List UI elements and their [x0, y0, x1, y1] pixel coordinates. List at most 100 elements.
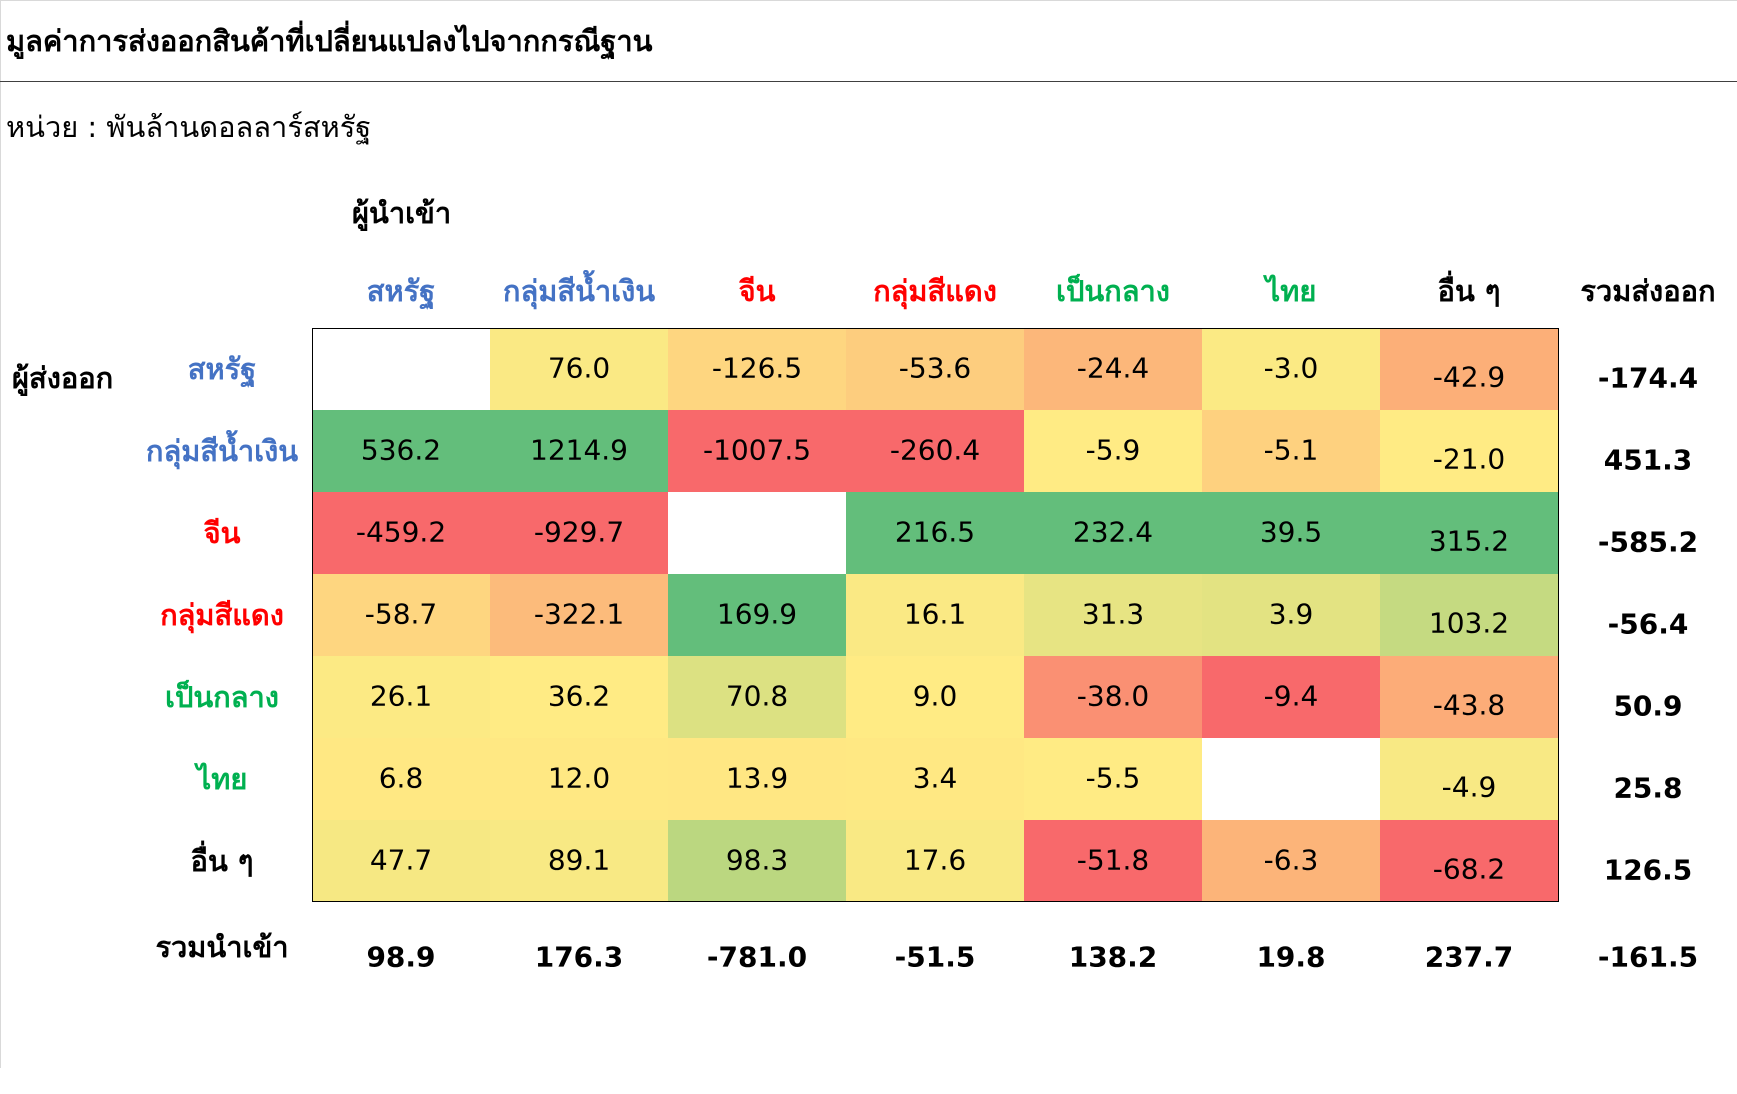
- heatmap-cell: [1024, 656, 1202, 738]
- row-header: ไทย: [196, 762, 248, 796]
- cell-value-label: -6.3: [1263, 843, 1319, 877]
- row-total-value: 126.5: [1603, 853, 1693, 887]
- cell-value-label: -4.9: [1441, 770, 1497, 804]
- cell-value-label: -24.4: [1076, 351, 1150, 385]
- cell-value-label: 536.2: [360, 433, 442, 467]
- heatmap-cell: [668, 820, 846, 902]
- heatmap-cell: [1024, 328, 1202, 410]
- heatmap-cell: [312, 738, 490, 820]
- frame-top-border: [0, 0, 1737, 1]
- heatmap-cell: [846, 492, 1024, 574]
- row-total-value: 50.9: [1613, 689, 1683, 723]
- row-header: อื่น ๆ: [190, 844, 254, 878]
- heatmap-cell: [1202, 820, 1380, 902]
- cell-value-label: -43.8: [1432, 688, 1506, 722]
- cell-value-label: 315.2: [1428, 524, 1510, 558]
- row-total-value: 451.3: [1603, 443, 1693, 477]
- column-header: จีน: [738, 274, 776, 308]
- heatmap-cell: [846, 820, 1024, 902]
- row-header: กลุ่มสีแดง: [160, 598, 284, 632]
- heatmap-cell: [1202, 328, 1380, 410]
- heatmap-cell: [312, 492, 490, 574]
- import-total-header: รวมนำเข้า: [155, 930, 289, 964]
- cell-value-label: -51.8: [1076, 843, 1150, 877]
- cell-value-label: 103.2: [1428, 606, 1510, 640]
- heatmap-cell: [846, 328, 1024, 410]
- heatmap-cell: [1024, 410, 1202, 492]
- cell-value-label: 3.4: [912, 761, 958, 795]
- cell-value-label: -5.5: [1085, 761, 1141, 795]
- title-divider: [0, 81, 1737, 82]
- row-header: กลุ่มสีน้ำเงิน: [145, 434, 299, 468]
- column-total-value: 98.9: [366, 940, 436, 974]
- heatmap-cell: [1380, 820, 1558, 902]
- column-header: ไทย: [1265, 274, 1317, 308]
- cell-value-label: -38.0: [1076, 679, 1150, 713]
- cell-value-label: 47.7: [369, 843, 433, 877]
- cell-value-label: -1007.5: [702, 433, 812, 467]
- heatmap-cell: [1024, 738, 1202, 820]
- heatmap-cell: [312, 328, 490, 410]
- heatmap-cell: [490, 820, 668, 902]
- heatmap-cell: [1380, 492, 1558, 574]
- heatmap-cell: [1380, 328, 1558, 410]
- heatmap-cell: [1380, 738, 1558, 820]
- cell-value-label: 76.0: [547, 351, 611, 385]
- row-total-value: -585.2: [1597, 525, 1699, 559]
- cell-value-label: -53.6: [898, 351, 972, 385]
- cell-value-label: -5.9: [1085, 433, 1141, 467]
- heatmap-cell: [1024, 492, 1202, 574]
- cell-value-label: 31.3: [1081, 597, 1145, 631]
- exporter-axis-title: ผู้ส่งออก: [12, 361, 114, 395]
- heatmap-cell: [490, 328, 668, 410]
- cell-value-label: -68.2: [1432, 852, 1506, 886]
- cell-value-label: 216.5: [894, 515, 976, 549]
- unit-label: หน่วย : พันล้านดอลลาร์สหรัฐ: [6, 110, 372, 144]
- heatmap-cell: [312, 656, 490, 738]
- heatmap-cell: [1202, 410, 1380, 492]
- heatmap-cell: [1380, 574, 1558, 656]
- cell-value-label: -5.1: [1263, 433, 1319, 467]
- column-header: อื่น ๆ: [1437, 274, 1501, 308]
- cell-value-label: 13.9: [725, 761, 789, 795]
- cell-value-label: 98.3: [725, 843, 789, 877]
- cell-value-label: 3.9: [1268, 597, 1314, 631]
- cell-value-label: 6.8: [378, 761, 424, 795]
- cell-value-label: 12.0: [547, 761, 611, 795]
- row-header: เป็นกลาง: [165, 680, 279, 714]
- heatmap-cell: [312, 574, 490, 656]
- export-total-header: รวมส่งออก: [1580, 274, 1716, 308]
- cell-value-label: 70.8: [725, 679, 789, 713]
- column-header: สหรัฐ: [366, 274, 436, 308]
- column-total-value: 176.3: [534, 940, 624, 974]
- heatmap-cell: [1380, 656, 1558, 738]
- cell-value-label: 169.9: [716, 597, 798, 631]
- importer-axis-title: ผู้นำเข้า: [352, 196, 452, 230]
- heatmap-cell: [1024, 574, 1202, 656]
- cell-value-label: 9.0: [912, 679, 958, 713]
- cell-value-label: -322.1: [533, 597, 625, 631]
- cell-value-label: 232.4: [1072, 515, 1154, 549]
- heatmap-cell: [1202, 656, 1380, 738]
- row-header: สหรัฐ: [187, 352, 257, 386]
- column-header: กลุ่มสีน้ำเงิน: [502, 274, 656, 308]
- cell-value-label: -42.9: [1432, 360, 1506, 394]
- heatmap-cell: [668, 738, 846, 820]
- heatmap-cell: [1202, 738, 1380, 820]
- heatmap-cell: [1202, 574, 1380, 656]
- cell-value-label: -459.2: [355, 515, 447, 549]
- heatmap-cell: [490, 656, 668, 738]
- heatmap-cell: [846, 410, 1024, 492]
- heatmap-cell: [846, 574, 1024, 656]
- heatmap-cell: [668, 574, 846, 656]
- row-header: จีน: [203, 516, 241, 550]
- column-total-value: -51.5: [894, 940, 976, 974]
- cell-value-label: -58.7: [364, 597, 438, 631]
- heatmap-cell: [668, 656, 846, 738]
- grand-total-value: -161.5: [1597, 940, 1699, 974]
- cell-value-label: -126.5: [711, 351, 803, 385]
- cell-value-label: 17.6: [903, 843, 967, 877]
- heatmap-cell: [312, 410, 490, 492]
- heatmap-cell: [490, 574, 668, 656]
- heatmap-cell: [490, 738, 668, 820]
